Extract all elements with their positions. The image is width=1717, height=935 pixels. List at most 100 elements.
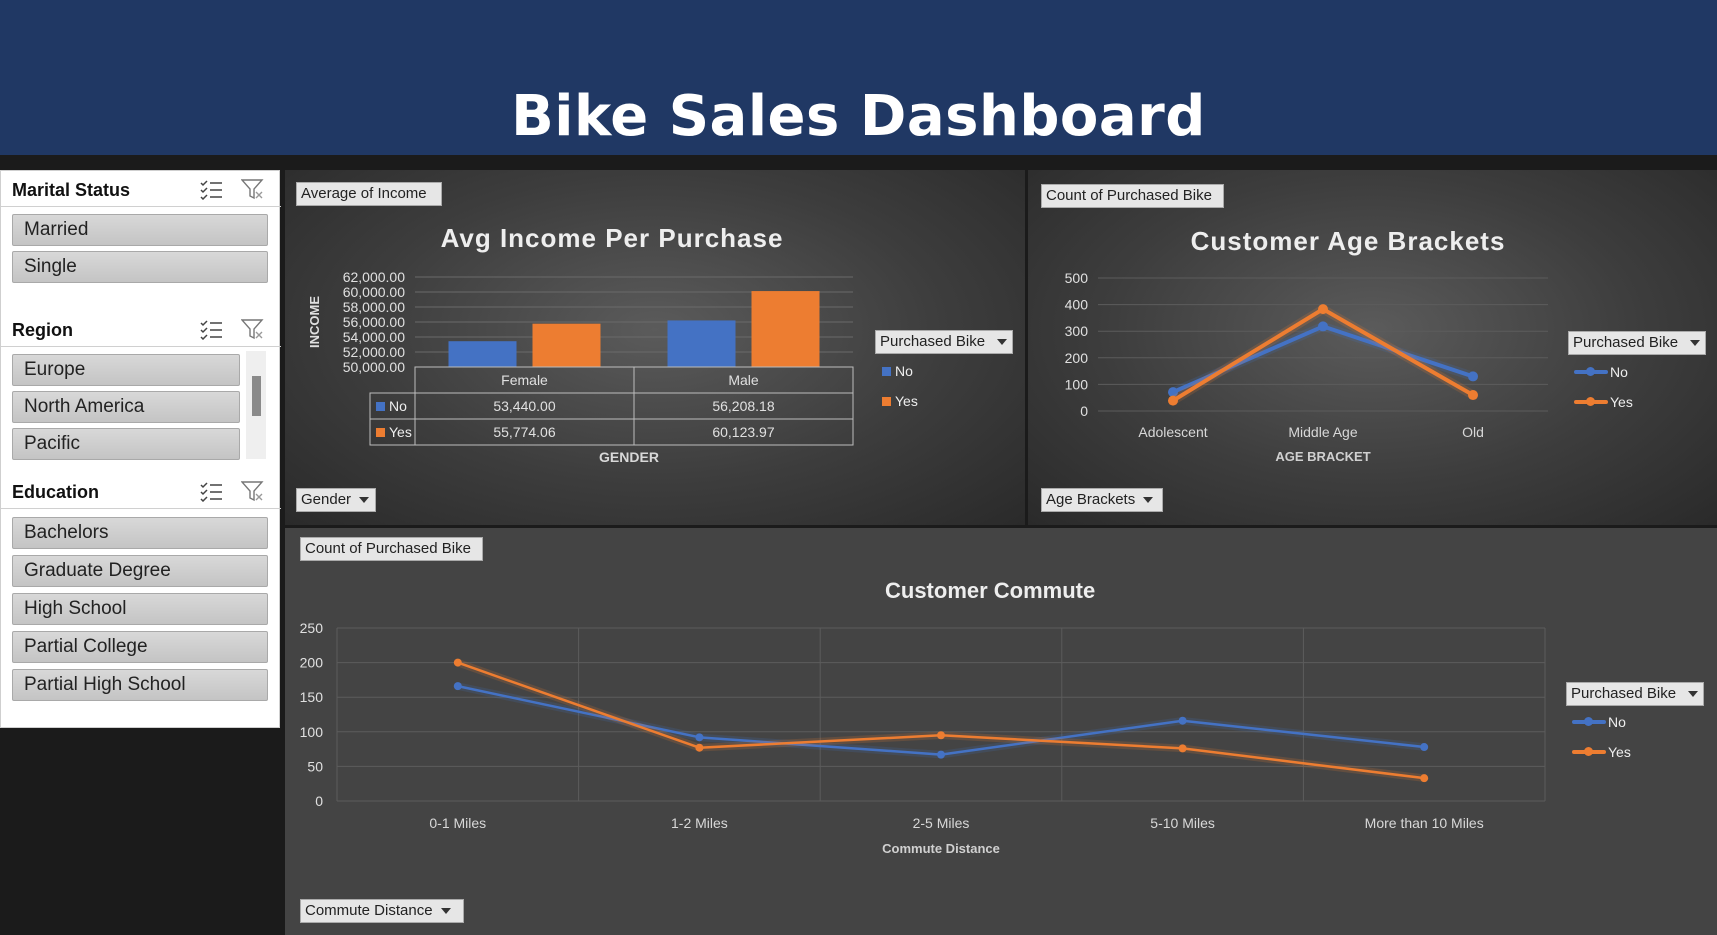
- dropdown-arrow-icon: [1143, 497, 1154, 504]
- x-category-label: Adolescent: [1138, 424, 1207, 440]
- age-chart-plot: 500 400 300 200 100 0 Adolescent Middle Age Old A…: [1065, 270, 1548, 464]
- legend-filter-button[interactable]: Purchased Bike: [875, 330, 1013, 354]
- slicer-item-partial-high-school[interactable]: Partial High School: [12, 669, 268, 701]
- slicer-item-pacific[interactable]: Pacific: [12, 428, 240, 460]
- slicer-title: Education: [12, 482, 100, 502]
- legend-line-marker: [1572, 717, 1606, 726]
- gender-axis-button[interactable]: Gender: [296, 488, 376, 512]
- multi-select-icon[interactable]: [199, 178, 223, 201]
- dropdown-arrow-icon: [359, 497, 370, 504]
- commute-chart-panel: Count of Purchased Bike Customer Commute…: [285, 528, 1717, 935]
- slicer-item-single[interactable]: Single: [12, 251, 268, 283]
- data-point-yes-old: [1468, 390, 1478, 401]
- multi-select-icon[interactable]: [199, 480, 223, 503]
- y-tick-label: 100: [300, 724, 324, 740]
- data-point-yes-adolescent: [1168, 395, 1178, 406]
- legend-label: Yes: [895, 393, 918, 409]
- legend-line-marker: [1574, 397, 1608, 406]
- data-table-value: 55,774.06: [493, 424, 555, 440]
- age-brackets-axis-button[interactable]: Age Brackets: [1041, 488, 1163, 512]
- header-banner: Bike Sales Dashboard: [0, 0, 1717, 155]
- y-tick-label: 56,000.00: [343, 314, 405, 330]
- x-axis-title: AGE BRACKET: [1275, 449, 1370, 464]
- legend-line-marker: [1574, 367, 1608, 376]
- y-tick-label: 0: [315, 793, 323, 809]
- y-tick-label: 250: [300, 620, 324, 636]
- slicer-header: Region: [1, 311, 281, 347]
- scrollbar-thumb[interactable]: [252, 376, 261, 416]
- legend-filter-label: Purchased Bike: [880, 333, 986, 350]
- legend-swatch: [882, 397, 891, 406]
- count-of-purchased-bike-button[interactable]: Count of Purchased Bike: [1041, 184, 1224, 208]
- data-table-value: 56,208.18: [712, 398, 774, 414]
- data-table-legend-key: [376, 402, 385, 411]
- y-tick-label: 200: [300, 655, 324, 671]
- series-line-glow-no: [457, 682, 1425, 759]
- y-tick-label: 150: [300, 689, 324, 705]
- commute-distance-axis-button[interactable]: Commute Distance: [300, 899, 464, 923]
- slicer-item-partial-college[interactable]: Partial College: [12, 631, 268, 663]
- y-tick-label: 100: [1065, 376, 1089, 392]
- y-tick-label: 0: [1080, 403, 1088, 419]
- age-brackets-axis-label: Age Brackets: [1046, 491, 1136, 508]
- data-table-value: 53,440.00: [493, 398, 555, 414]
- count-of-purchased-bike-button[interactable]: Count of Purchased Bike: [300, 537, 483, 561]
- slicer-item-bachelors[interactable]: Bachelors: [12, 517, 268, 549]
- clear-filter-icon[interactable]: [240, 318, 265, 340]
- page-title: Bike Sales Dashboard: [511, 84, 1206, 149]
- y-tick-label: 400: [1065, 297, 1089, 313]
- x-category-label: Old: [1462, 424, 1484, 440]
- legend-item-yes: Yes: [1572, 744, 1631, 760]
- y-tick-label: 50,000.00: [343, 359, 405, 375]
- bar-no-female: [448, 341, 517, 367]
- dropdown-arrow-icon: [1690, 340, 1701, 347]
- slicer-item-north-america[interactable]: North America: [12, 391, 240, 423]
- x-category-label: Middle Age: [1288, 424, 1357, 440]
- marital-status-slicer: Marital Status Married Single: [1, 171, 281, 311]
- region-slicer: Region Europe North America Pacific: [1, 311, 281, 473]
- slicer-header: Marital Status: [1, 171, 281, 207]
- bar-yes-male: [751, 291, 820, 367]
- legend-item-no: No: [1574, 364, 1628, 380]
- y-tick-label: 58,000.00: [343, 299, 405, 315]
- slicer-item-high-school[interactable]: High School: [12, 593, 268, 625]
- data-point-no-old: [1468, 371, 1478, 382]
- slicer-item-graduate-degree[interactable]: Graduate Degree: [12, 555, 268, 587]
- x-category-label: 5-10 Miles: [1150, 815, 1215, 831]
- multi-select-icon[interactable]: [199, 318, 223, 341]
- average-of-income-button[interactable]: Average of Income: [296, 182, 442, 206]
- legend-filter-button[interactable]: Purchased Bike: [1566, 682, 1704, 706]
- data-point-no-more-than-10-miles: [1420, 743, 1429, 752]
- y-tick-label: 50: [307, 758, 323, 774]
- gender-axis-label: Gender: [301, 491, 352, 508]
- data-table-series-label: Yes: [389, 424, 412, 440]
- clear-filter-icon[interactable]: [240, 480, 265, 502]
- bar-no-male: [667, 320, 736, 367]
- chart-title: Avg Income Per Purchase: [440, 223, 784, 253]
- data-point-yes-5-10-miles: [1178, 744, 1187, 753]
- dropdown-arrow-icon: [997, 339, 1008, 346]
- data-point-no-1-2-miles: [695, 733, 704, 742]
- data-table-value: 60,123.97: [712, 424, 774, 440]
- y-tick-label: 300: [1065, 323, 1089, 339]
- bar-yes-female: [532, 323, 601, 367]
- clear-filter-icon[interactable]: [240, 178, 265, 200]
- data-table-series-label: No: [389, 398, 407, 414]
- slicer-scrollbar[interactable]: [246, 351, 266, 459]
- data-point-no-5-10-miles: [1178, 716, 1187, 725]
- legend-swatch: [882, 367, 891, 376]
- y-tick-label: 54,000.00: [343, 329, 405, 345]
- chart-title: Customer Commute: [885, 578, 1096, 603]
- legend-label: No: [1610, 364, 1628, 380]
- x-category-label: 2-5 Miles: [913, 815, 970, 831]
- y-tick-label: 60,000.00: [343, 284, 405, 300]
- y-axis-title: INCOME: [307, 296, 322, 348]
- slicer-item-married[interactable]: Married: [12, 214, 268, 246]
- legend-label: No: [1608, 714, 1626, 730]
- income-chart-plot: 62,000.0060,000.0058,000.0056,000.0054,0…: [307, 269, 854, 465]
- slicer-item-europe[interactable]: Europe: [12, 354, 240, 386]
- legend-filter-button[interactable]: Purchased Bike: [1568, 331, 1706, 355]
- x-category-label: More than 10 Miles: [1365, 815, 1484, 831]
- income-chart-panel: Average of Income Avg Income Per Purchas…: [285, 170, 1025, 525]
